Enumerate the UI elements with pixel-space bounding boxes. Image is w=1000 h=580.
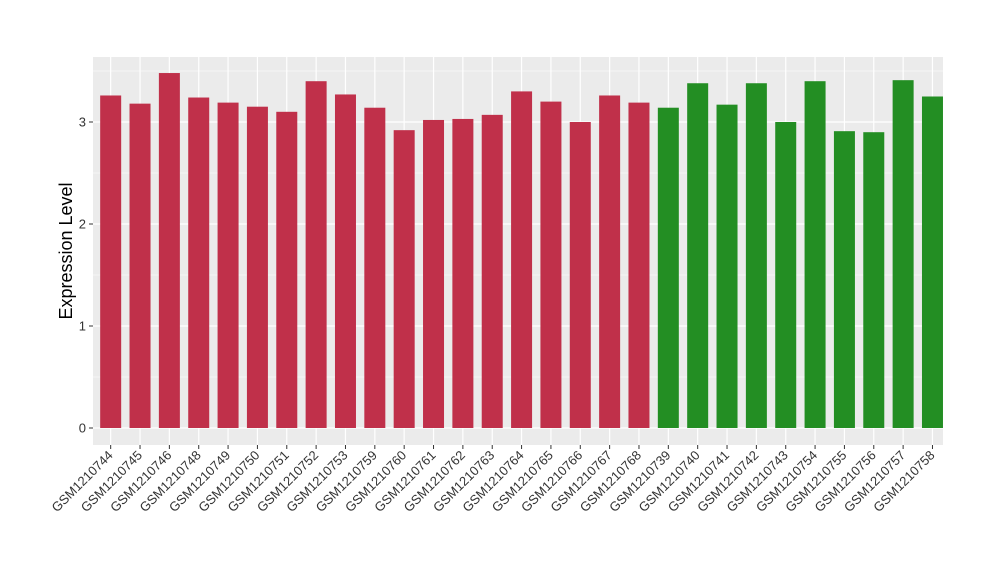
- bar: [863, 132, 885, 428]
- bar: [158, 73, 180, 428]
- bar: [599, 95, 621, 428]
- bar: [364, 107, 386, 428]
- bar: [687, 83, 709, 429]
- bar: [393, 130, 415, 428]
- bar: [540, 101, 562, 428]
- y-axis-ticks: 0 1 2 3: [79, 115, 93, 436]
- bars-group: [100, 73, 943, 429]
- bar: [892, 80, 914, 429]
- y-tick-label: 3: [79, 115, 86, 130]
- bar: [423, 119, 445, 429]
- bar: [511, 91, 533, 429]
- bar: [217, 102, 239, 429]
- y-tick-label: 2: [79, 217, 86, 232]
- bar: [276, 111, 298, 429]
- bar: [657, 107, 679, 428]
- bar: [305, 81, 327, 428]
- bar: [334, 94, 356, 429]
- x-axis-ticks: GSM1210744GSM1210745GSM1210746GSM1210748…: [48, 445, 938, 515]
- bar: [569, 122, 591, 428]
- bar: [188, 97, 210, 429]
- bar: [246, 106, 268, 428]
- bar: [129, 103, 151, 428]
- y-tick-label: 0: [79, 421, 86, 436]
- bar: [452, 118, 474, 428]
- y-axis-title: Expression Level: [56, 182, 76, 319]
- bar: [745, 83, 767, 429]
- bar: [628, 102, 650, 429]
- bar: [921, 96, 943, 428]
- bar: [716, 104, 738, 428]
- bar: [100, 95, 122, 428]
- bar: [775, 122, 797, 428]
- bar: [833, 131, 855, 428]
- bar: [804, 81, 826, 428]
- bar: [481, 114, 503, 429]
- y-tick-label: 1: [79, 319, 86, 334]
